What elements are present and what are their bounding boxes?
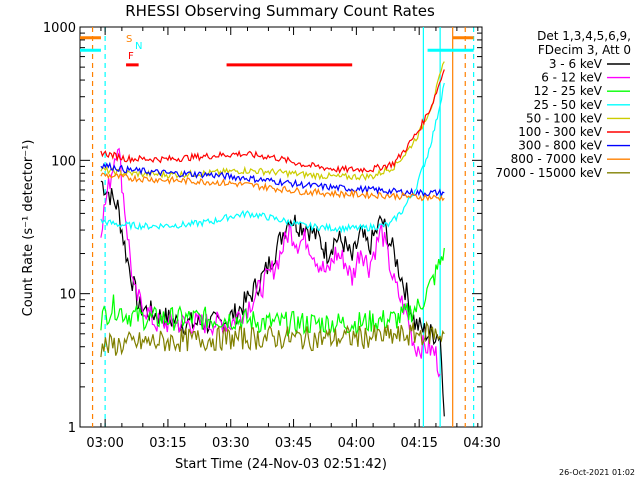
- plot-frame: [79, 26, 483, 428]
- series-line: [100, 180, 445, 417]
- x-tick-label: 03:45: [275, 436, 312, 451]
- series-line: [100, 61, 445, 182]
- legend-entry-label: 300 - 800 keV: [518, 139, 602, 153]
- flag-label-s: S: [126, 34, 132, 45]
- y-tick-label: 10: [59, 288, 76, 303]
- series-line: [100, 147, 441, 378]
- series-line: [100, 172, 445, 202]
- series-line: [100, 247, 445, 337]
- x-tick-label: 04:00: [338, 436, 375, 451]
- x-tick-label: 04:30: [463, 436, 500, 451]
- legend-entry-label: 100 - 300 keV: [518, 125, 602, 139]
- x-tick-label: 03:30: [212, 436, 249, 451]
- legend-title-line: Det 1,3,4,5,6,9,: [537, 29, 631, 43]
- series-line: [100, 161, 445, 198]
- legend-entry-label: 25 - 50 keV: [534, 98, 603, 112]
- series-line: [100, 82, 445, 234]
- y-tick-label: 1: [68, 421, 76, 436]
- legend-entry-label: 7000 - 15000 keV: [495, 166, 602, 180]
- series-line: [100, 69, 445, 174]
- x-axis-label: Start Time (24-Nov-03 02:51:42): [175, 457, 387, 472]
- x-tick-label: 04:15: [400, 436, 437, 451]
- x-tick-label: 03:15: [149, 436, 186, 451]
- legend-entry-label: 3 - 6 keV: [549, 57, 603, 71]
- legend-entry-label: 12 - 25 keV: [534, 84, 603, 98]
- x-tick-label: 03:00: [86, 436, 123, 451]
- footer-date: 26-Oct-2021 01:02: [559, 468, 635, 477]
- series-line: [100, 320, 445, 358]
- legend-entry-label: 6 - 12 keV: [541, 71, 603, 85]
- y-tick-label: 1000: [43, 21, 76, 36]
- legend-entry-label: 50 - 100 keV: [526, 111, 603, 125]
- flag-label-f: F: [128, 51, 134, 62]
- legend-title-line: FDecim 3, Att 0: [538, 43, 631, 57]
- flag-label-n: N: [135, 41, 142, 52]
- y-tick-label: 100: [51, 154, 76, 169]
- chart-title: RHESSI Observing Summary Count Rates: [125, 2, 435, 20]
- legend: Det 1,3,4,5,6,9,FDecim 3, Att 03 - 6 keV…: [495, 29, 631, 180]
- y-axis-label: Count Rate (s⁻¹ detector⁻¹): [21, 140, 36, 317]
- plot-area: SNF 03:00 03:15 03:30 03:45 04:00 04:15 04:30 1 1…: [43, 21, 501, 451]
- legend-entry-label: 800 - 7000 keV: [511, 152, 603, 166]
